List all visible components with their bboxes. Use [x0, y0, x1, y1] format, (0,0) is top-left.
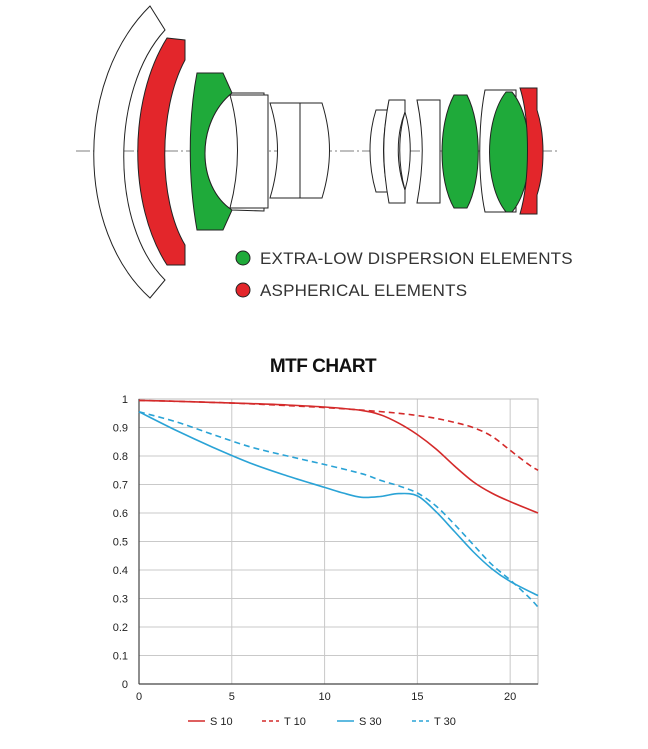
- x-tick-label: 20: [504, 691, 516, 703]
- y-tick-label: 0.9: [113, 423, 128, 435]
- lens-element-1: [93, 5, 166, 299]
- aspherical-legend-label: ASPHERICAL ELEMENTS: [260, 281, 467, 300]
- series-line-s-10: [138, 399, 539, 514]
- chart-title: MTF CHART: [270, 356, 377, 377]
- ed-lens-element-3: [489, 91, 530, 213]
- y-tick-label: 0.8: [113, 451, 128, 463]
- legend-label-s-10: S 10: [210, 716, 233, 728]
- lens-diagram: [76, 5, 560, 299]
- y-tick-label: 0.7: [113, 480, 128, 492]
- ed-legend-label: EXTRA-LOW DISPERSION ELEMENTS: [260, 249, 573, 268]
- aspherical-lens-element-2: [519, 87, 544, 215]
- chart-grid: [138, 398, 538, 685]
- diagram-legend: EXTRA-LOW DISPERSION ELEMENTS ASPHERICAL…: [260, 249, 573, 300]
- series-line-s-30: [138, 411, 539, 597]
- legend-label-t-30: T 30: [434, 716, 456, 728]
- lens-element-7: [299, 102, 330, 199]
- series-line-t-30: [138, 411, 539, 608]
- x-tick-label: 10: [318, 691, 330, 703]
- chart-axes: [138, 398, 539, 685]
- chart-tick-labels: 00.10.20.30.40.50.60.70.80.910 5 10 15 20: [113, 394, 517, 703]
- legend-label-s-30: S 30: [359, 716, 382, 728]
- aspherical-lens-element-1: [137, 37, 186, 266]
- chart-legend: S 10 T 10 S 30 T 30: [188, 716, 456, 728]
- lens-element-6: [269, 102, 301, 199]
- y-tick-label: 0.3: [113, 594, 128, 606]
- y-tick-label: 0.6: [113, 508, 128, 520]
- y-tick-label: 0: [122, 679, 128, 691]
- lens-element-11: [416, 99, 441, 204]
- y-tick-label: 1: [122, 394, 128, 406]
- ed-legend-marker: [235, 250, 251, 266]
- x-tick-label: 0: [136, 691, 142, 703]
- aspherical-legend-marker: [235, 282, 251, 298]
- legend-label-t-10: T 10: [284, 716, 306, 728]
- lens-element-9: [383, 99, 406, 204]
- chart-series: [138, 399, 539, 608]
- y-tick-label: 0.4: [113, 565, 128, 577]
- x-tick-label: 5: [229, 691, 235, 703]
- lens-element-5: [229, 94, 269, 209]
- y-tick-label: 0.2: [113, 622, 128, 634]
- x-tick-label: 15: [411, 691, 423, 703]
- series-line-t-10: [138, 399, 539, 471]
- y-tick-label: 0.5: [113, 537, 128, 549]
- lens-element-10: [399, 110, 411, 192]
- ed-lens-element-2: [441, 94, 479, 209]
- y-tick-label: 0.1: [113, 651, 128, 663]
